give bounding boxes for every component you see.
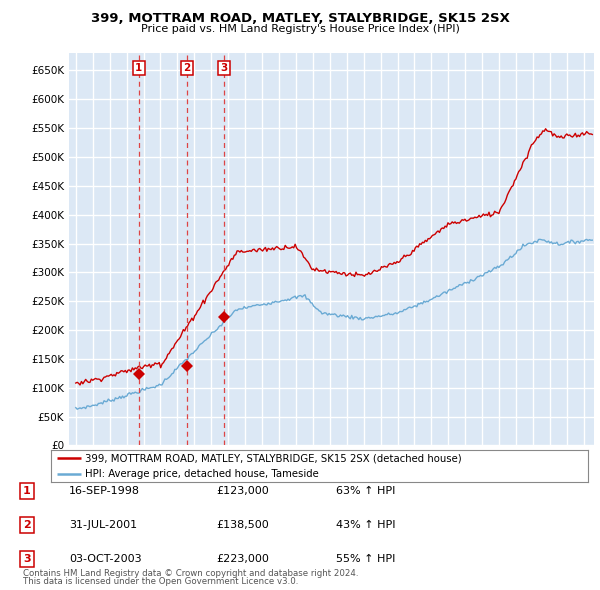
Text: 399, MOTTRAM ROAD, MATLEY, STALYBRIDGE, SK15 2SX (detached house): 399, MOTTRAM ROAD, MATLEY, STALYBRIDGE, … bbox=[85, 453, 461, 463]
Text: 63% ↑ HPI: 63% ↑ HPI bbox=[336, 486, 395, 496]
Text: £223,000: £223,000 bbox=[216, 554, 269, 563]
Text: 43% ↑ HPI: 43% ↑ HPI bbox=[336, 520, 395, 530]
Text: 2: 2 bbox=[184, 63, 191, 73]
Text: £123,000: £123,000 bbox=[216, 486, 269, 496]
Text: 55% ↑ HPI: 55% ↑ HPI bbox=[336, 554, 395, 563]
Text: 3: 3 bbox=[23, 554, 31, 563]
Text: Price paid vs. HM Land Registry's House Price Index (HPI): Price paid vs. HM Land Registry's House … bbox=[140, 24, 460, 34]
Text: 1: 1 bbox=[135, 63, 142, 73]
Text: Contains HM Land Registry data © Crown copyright and database right 2024.: Contains HM Land Registry data © Crown c… bbox=[23, 569, 358, 578]
Text: 03-OCT-2003: 03-OCT-2003 bbox=[69, 554, 142, 563]
Text: This data is licensed under the Open Government Licence v3.0.: This data is licensed under the Open Gov… bbox=[23, 577, 298, 586]
Text: 399, MOTTRAM ROAD, MATLEY, STALYBRIDGE, SK15 2SX: 399, MOTTRAM ROAD, MATLEY, STALYBRIDGE, … bbox=[91, 12, 509, 25]
Text: 16-SEP-1998: 16-SEP-1998 bbox=[69, 486, 140, 496]
Text: HPI: Average price, detached house, Tameside: HPI: Average price, detached house, Tame… bbox=[85, 469, 319, 479]
Text: 3: 3 bbox=[220, 63, 227, 73]
Text: £138,500: £138,500 bbox=[216, 520, 269, 530]
Text: 31-JUL-2001: 31-JUL-2001 bbox=[69, 520, 137, 530]
Text: 1: 1 bbox=[23, 486, 31, 496]
Text: 2: 2 bbox=[23, 520, 31, 530]
